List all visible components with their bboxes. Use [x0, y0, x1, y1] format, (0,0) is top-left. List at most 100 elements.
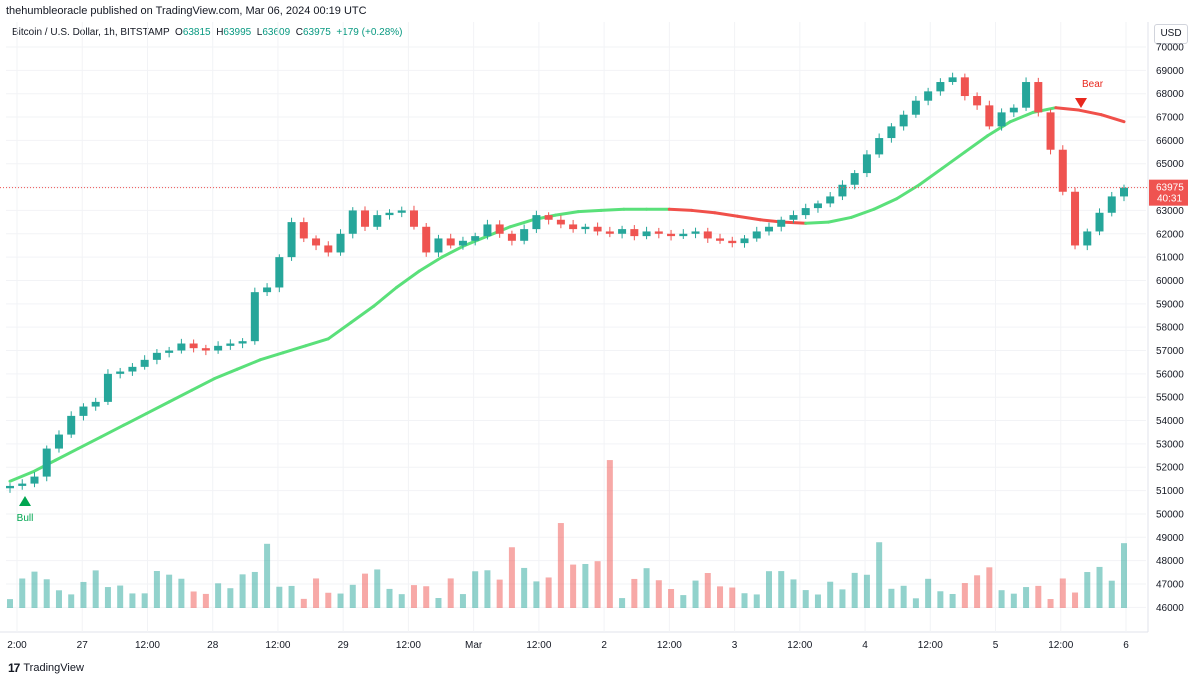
candle-body — [336, 233, 345, 253]
y-tick-label: 70000 — [1156, 43, 1184, 54]
volume-bar — [141, 593, 148, 608]
volume-bar — [802, 590, 809, 608]
volume-bar — [239, 574, 246, 608]
y-tick-label: 61000 — [1156, 253, 1184, 264]
volume-bar — [264, 543, 271, 608]
volume-bar — [276, 586, 283, 608]
brand-name[interactable]: TradingView — [23, 662, 84, 674]
volume-bar — [998, 590, 1005, 608]
low-label: L — [256, 27, 263, 38]
signals: Bull Bear — [17, 79, 1104, 524]
candle-body — [544, 215, 553, 220]
y-tick-label: 50000 — [1156, 509, 1184, 520]
candle-body — [899, 114, 908, 127]
volume-bar — [949, 593, 956, 608]
volume-bar — [447, 578, 454, 608]
candle-body — [250, 292, 259, 342]
y-tick-label: 59000 — [1156, 299, 1184, 310]
volume-bar — [888, 588, 895, 608]
volume-bar — [692, 580, 699, 608]
ma-segment — [690, 208, 717, 215]
volume-bar — [631, 578, 638, 608]
x-tick-label: 12:00 — [657, 640, 682, 651]
close-label: C — [295, 27, 303, 38]
volume-bar — [1108, 580, 1115, 608]
ma-segment — [304, 337, 330, 348]
volume-bar — [1121, 543, 1127, 608]
change-value: +179 (+0.28%) — [336, 27, 403, 38]
bull-signal-icon — [19, 496, 31, 506]
candle-body — [312, 238, 321, 246]
candle-body — [667, 233, 676, 237]
candle-body — [960, 77, 969, 97]
volume-bar — [937, 591, 944, 608]
candle-body — [287, 222, 296, 258]
candle-body — [471, 236, 480, 241]
volume-bar — [386, 588, 393, 608]
y-tick-label: 52000 — [1156, 463, 1184, 474]
candle-body — [348, 210, 357, 234]
ma-segment — [508, 218, 535, 229]
y-tick-label: 68000 — [1156, 89, 1184, 100]
candle-body — [54, 434, 63, 449]
candle-body — [887, 126, 896, 139]
volume-bar — [753, 594, 760, 608]
y-tick-label: 56000 — [1156, 369, 1184, 380]
x-tick-label: 12:00 — [1048, 640, 1073, 651]
volume-bar — [153, 571, 160, 608]
high-label: H — [216, 27, 224, 38]
volume-bar — [570, 564, 577, 608]
y-tick-label: 65000 — [1156, 159, 1184, 170]
ma-segment — [167, 388, 194, 404]
ma-segment — [781, 220, 808, 225]
last-price-value: 63975 — [1156, 183, 1184, 194]
ma-segment — [258, 351, 285, 362]
bear-signal-label: Bear — [1082, 79, 1104, 90]
candle-body — [789, 215, 798, 220]
ma-segment — [804, 220, 830, 225]
candle-body — [201, 348, 210, 351]
candle-body — [911, 100, 920, 115]
volume-bar — [31, 571, 38, 608]
currency-button[interactable]: USD — [1154, 24, 1188, 44]
volume-bar — [876, 542, 883, 608]
candle-body — [30, 476, 39, 484]
candle-body — [324, 245, 333, 253]
y-tick-label: 53000 — [1156, 439, 1184, 450]
volume-bar — [1035, 585, 1042, 608]
candle-body — [91, 401, 100, 407]
candle-body — [483, 224, 492, 237]
volume-bar — [362, 573, 369, 608]
x-tick-label: 27 — [77, 640, 89, 651]
ma-segment — [872, 197, 899, 211]
ma-segment — [76, 435, 103, 451]
candle-body — [42, 448, 51, 477]
x-tick-label: 28 — [207, 640, 219, 651]
candle-body — [128, 366, 137, 372]
candle-body — [850, 173, 859, 185]
x-tick-label: 2 — [601, 640, 607, 651]
volume-bar — [827, 581, 834, 608]
x-tick-label: 6 — [1123, 640, 1129, 651]
grid — [0, 22, 1149, 633]
y-tick-label: 55000 — [1156, 393, 1184, 404]
footer: 17 TradingView — [8, 661, 84, 675]
candle-body — [189, 343, 198, 349]
candle-body — [409, 210, 418, 227]
volume-bar — [19, 578, 26, 608]
candle-body — [581, 226, 590, 230]
x-tick-label: 12:00 — [918, 640, 943, 651]
y-tick-label: 60000 — [1156, 276, 1184, 287]
volume-bar — [117, 585, 124, 608]
volume-bar — [55, 590, 62, 608]
ma-segment — [53, 447, 80, 462]
volume-bar — [1084, 572, 1091, 608]
last-price-tag — [1149, 179, 1188, 206]
ma-segment — [1008, 110, 1035, 124]
y-tick-label: 51000 — [1156, 486, 1184, 497]
volume-bar — [349, 584, 356, 608]
candle-body — [1107, 196, 1116, 213]
candle-body — [520, 229, 529, 241]
y-tick-label: 69000 — [1156, 66, 1184, 77]
